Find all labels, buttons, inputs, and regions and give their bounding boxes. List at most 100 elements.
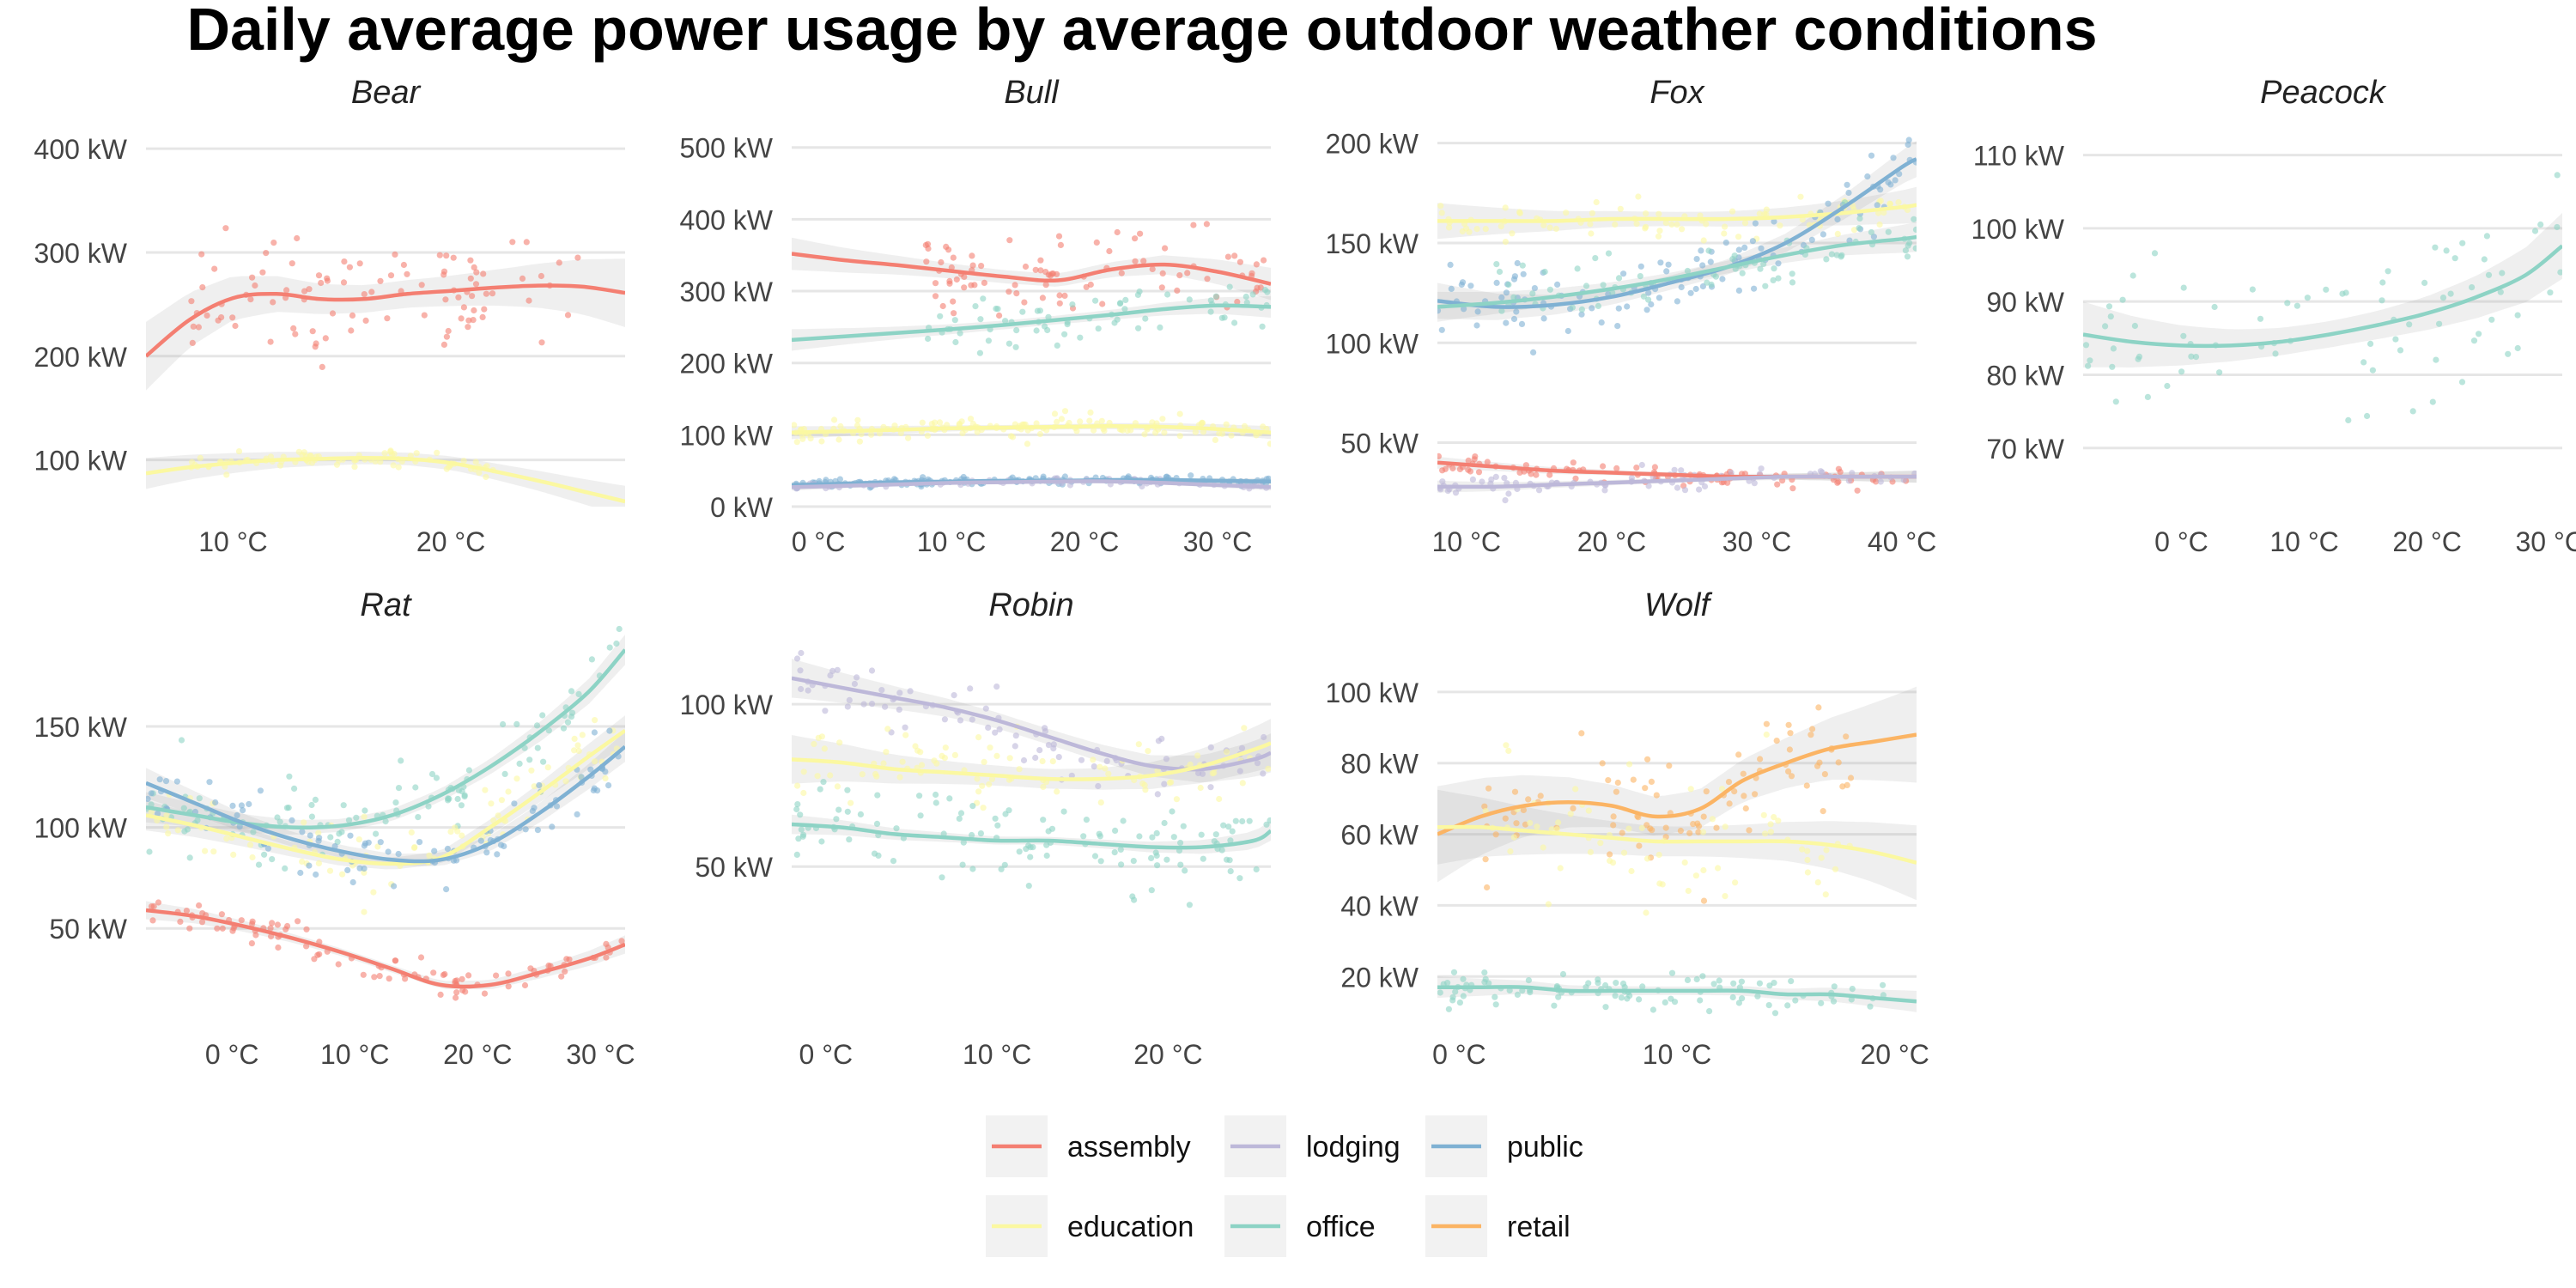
point-assembly <box>188 298 195 305</box>
point-office <box>308 813 315 820</box>
point-assembly <box>249 920 256 927</box>
point-assembly <box>294 234 301 242</box>
x-tick-label: 20 °C <box>1050 526 1119 557</box>
point-public <box>1874 202 1880 209</box>
point-assembly <box>471 307 477 314</box>
point-assembly <box>1006 237 1013 244</box>
point-office <box>2211 303 2218 311</box>
point-public <box>1514 259 1521 267</box>
point-lodging <box>1050 741 1057 748</box>
point-office <box>1112 827 1119 835</box>
point-assembly <box>392 251 398 258</box>
point-lodging <box>834 666 841 673</box>
confidence-band-education <box>1437 789 1917 901</box>
x-tick-label: 0 °C <box>799 1039 854 1070</box>
point-education <box>454 828 461 835</box>
point-education <box>1572 786 1579 793</box>
point-retail <box>1578 730 1585 737</box>
point-retail <box>1492 831 1499 838</box>
point-education <box>1091 427 1097 434</box>
point-education <box>1438 210 1445 216</box>
point-assembly <box>1118 270 1125 276</box>
y-tick-label: 100 kW <box>1971 214 2065 245</box>
point-office <box>2443 247 2450 254</box>
point-public <box>1614 323 1621 330</box>
y-tick-label: 50 kW <box>695 852 773 883</box>
point-assembly <box>248 940 255 947</box>
y-tick-label: 90 kW <box>1986 287 2064 318</box>
point-assembly <box>275 944 282 951</box>
point-lodging <box>1068 772 1075 779</box>
point-assembly <box>1176 272 1183 279</box>
point-office <box>146 848 153 855</box>
point-assembly <box>1132 235 1139 242</box>
point-assembly <box>183 908 190 914</box>
point-public <box>606 727 613 734</box>
point-lodging <box>1012 732 1019 739</box>
point-office <box>1595 976 1601 983</box>
point-education <box>837 422 844 430</box>
point-office <box>976 349 983 356</box>
point-lodging <box>1492 473 1499 481</box>
point-office <box>1754 993 1761 999</box>
point-education <box>446 464 453 471</box>
point-education <box>868 431 875 438</box>
point-office <box>1818 999 1825 1006</box>
point-assembly <box>356 260 363 267</box>
point-office <box>1730 980 1737 987</box>
point-education <box>1655 233 1662 240</box>
point-assembly <box>311 956 318 963</box>
point-office <box>1231 319 1238 326</box>
point-office <box>1225 823 1232 830</box>
point-office <box>336 830 343 837</box>
point-education <box>1612 221 1619 228</box>
point-office <box>1027 854 1034 860</box>
point-office <box>820 779 827 786</box>
point-retail <box>1843 733 1850 740</box>
point-education <box>1729 208 1736 215</box>
y-tick-label: 150 kW <box>34 712 128 743</box>
point-education <box>1585 807 1592 814</box>
point-assembly <box>1600 463 1607 470</box>
point-lodging <box>1469 476 1476 483</box>
point-education <box>246 841 254 848</box>
legend-label: assembly <box>1067 1131 1191 1163</box>
point-lodging <box>1154 791 1161 798</box>
point-education <box>1832 866 1839 872</box>
point-education <box>1194 752 1201 759</box>
point-education <box>1223 421 1230 428</box>
point-office <box>534 744 541 751</box>
point-office <box>2360 359 2367 366</box>
point-assembly <box>1037 267 1044 274</box>
point-lodging <box>793 655 801 662</box>
point-office <box>1177 861 1184 868</box>
point-office <box>1912 226 1917 233</box>
point-office <box>1583 283 1590 289</box>
point-office <box>1227 868 1234 875</box>
point-education <box>1767 821 1774 828</box>
point-public <box>591 785 598 792</box>
point-assembly <box>932 280 939 287</box>
point-office <box>1668 969 1676 976</box>
point-office <box>1236 875 1243 882</box>
point-assembly <box>1149 265 1156 272</box>
point-retail <box>1695 829 1702 835</box>
point-education <box>1760 811 1767 818</box>
point-education <box>807 435 814 442</box>
point-office <box>1612 993 1619 999</box>
point-assembly <box>1236 258 1243 265</box>
point-office <box>969 831 975 839</box>
point-education <box>1656 210 1662 217</box>
point-assembly <box>946 280 953 287</box>
point-education <box>793 439 800 446</box>
point-education <box>799 435 806 442</box>
point-education <box>574 742 581 749</box>
point-office <box>1118 861 1125 868</box>
point-assembly <box>1467 468 1473 475</box>
legend-label: lodging <box>1306 1131 1400 1163</box>
point-office <box>1013 327 1020 334</box>
point-office <box>844 787 851 793</box>
point-education <box>1886 201 1894 208</box>
point-office <box>2554 223 2561 231</box>
point-assembly <box>493 972 500 979</box>
